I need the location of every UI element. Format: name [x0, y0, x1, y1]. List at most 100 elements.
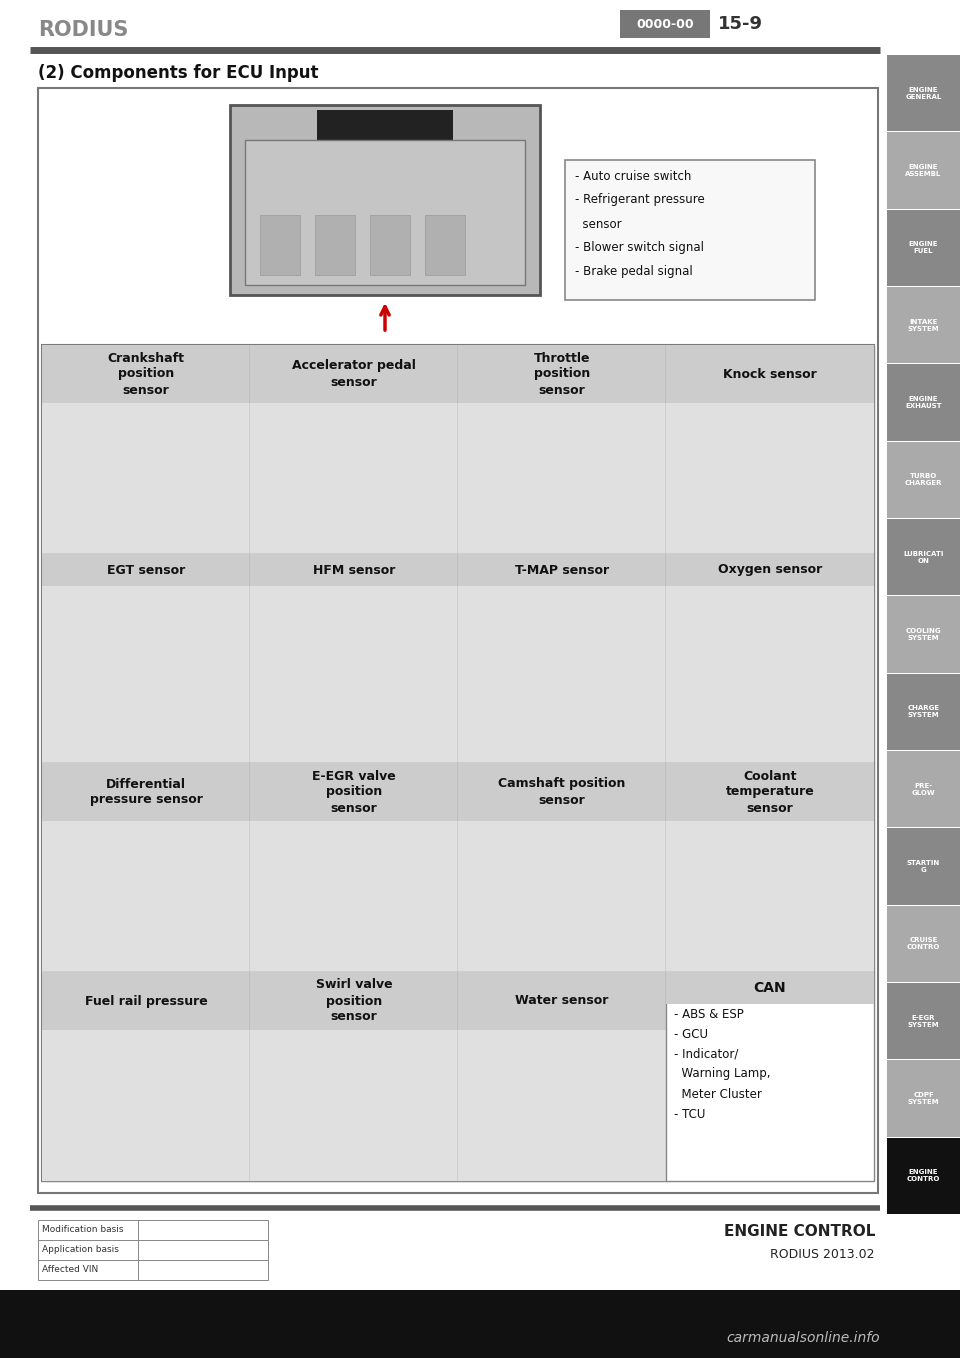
FancyBboxPatch shape	[425, 215, 465, 276]
FancyBboxPatch shape	[42, 554, 250, 587]
Text: 0000-00: 0000-00	[636, 18, 694, 30]
FancyBboxPatch shape	[887, 441, 960, 517]
Text: PRE-
GLOW: PRE- GLOW	[912, 782, 935, 796]
FancyBboxPatch shape	[250, 403, 458, 554]
FancyBboxPatch shape	[250, 972, 458, 1181]
FancyBboxPatch shape	[887, 674, 960, 750]
Text: ENGINE
FUEL: ENGINE FUEL	[909, 242, 938, 254]
Text: CDPF
SYSTEM: CDPF SYSTEM	[908, 1092, 939, 1105]
Text: E-EGR
SYSTEM: E-EGR SYSTEM	[908, 1014, 939, 1028]
Text: Fuel rail pressure: Fuel rail pressure	[84, 994, 207, 1008]
FancyBboxPatch shape	[458, 822, 666, 972]
Text: RODIUS: RODIUS	[38, 20, 129, 39]
Text: Differential
pressure sensor: Differential pressure sensor	[89, 778, 203, 807]
Text: ENGINE CONTROL: ENGINE CONTROL	[724, 1225, 875, 1240]
Text: STARTIN
G: STARTIN G	[907, 860, 940, 873]
FancyBboxPatch shape	[230, 105, 540, 295]
FancyBboxPatch shape	[42, 972, 250, 1181]
Text: CAN: CAN	[754, 980, 786, 995]
FancyBboxPatch shape	[42, 763, 250, 972]
FancyBboxPatch shape	[245, 140, 525, 285]
FancyBboxPatch shape	[42, 345, 250, 403]
Text: Modification basis: Modification basis	[42, 1225, 124, 1234]
Text: EGT sensor: EGT sensor	[107, 564, 185, 577]
FancyBboxPatch shape	[666, 403, 874, 554]
Text: - TCU: - TCU	[674, 1108, 706, 1120]
FancyBboxPatch shape	[666, 587, 874, 763]
FancyBboxPatch shape	[666, 345, 874, 554]
FancyBboxPatch shape	[250, 972, 458, 1029]
Text: carmanualsonline.info: carmanualsonline.info	[727, 1331, 880, 1344]
FancyBboxPatch shape	[666, 554, 874, 587]
FancyBboxPatch shape	[250, 554, 458, 763]
FancyBboxPatch shape	[666, 972, 874, 1004]
Text: HFM sensor: HFM sensor	[313, 564, 396, 577]
FancyBboxPatch shape	[887, 906, 960, 982]
Text: Throttle
position
sensor: Throttle position sensor	[534, 352, 590, 397]
Text: ENGINE
ASSEMBL: ENGINE ASSEMBL	[905, 164, 942, 177]
Text: - Blower switch signal: - Blower switch signal	[575, 242, 704, 254]
FancyBboxPatch shape	[458, 972, 666, 1181]
FancyBboxPatch shape	[458, 972, 666, 1029]
FancyBboxPatch shape	[38, 1219, 268, 1240]
FancyBboxPatch shape	[458, 554, 666, 763]
Text: - Brake pedal signal: - Brake pedal signal	[575, 266, 693, 278]
Text: - GCU: - GCU	[674, 1028, 708, 1040]
Text: sensor: sensor	[575, 217, 622, 231]
FancyBboxPatch shape	[260, 215, 300, 276]
FancyBboxPatch shape	[458, 345, 666, 554]
Text: Meter Cluster: Meter Cluster	[674, 1088, 762, 1100]
FancyBboxPatch shape	[42, 587, 250, 763]
FancyBboxPatch shape	[666, 822, 874, 972]
FancyBboxPatch shape	[0, 1290, 960, 1358]
FancyBboxPatch shape	[42, 972, 250, 1029]
Text: - ABS & ESP: - ABS & ESP	[674, 1008, 744, 1020]
FancyBboxPatch shape	[250, 1029, 458, 1181]
FancyBboxPatch shape	[666, 554, 874, 763]
FancyBboxPatch shape	[42, 1029, 250, 1181]
FancyBboxPatch shape	[887, 364, 960, 440]
FancyBboxPatch shape	[887, 519, 960, 595]
FancyBboxPatch shape	[38, 88, 878, 1192]
FancyBboxPatch shape	[458, 763, 666, 972]
FancyBboxPatch shape	[458, 587, 666, 763]
Text: Oxygen sensor: Oxygen sensor	[718, 564, 822, 577]
FancyBboxPatch shape	[458, 345, 666, 403]
FancyBboxPatch shape	[42, 554, 250, 763]
FancyBboxPatch shape	[887, 1061, 960, 1137]
FancyBboxPatch shape	[38, 1260, 268, 1281]
Text: Swirl valve
position
sensor: Swirl valve position sensor	[316, 979, 393, 1024]
FancyBboxPatch shape	[666, 345, 874, 403]
FancyBboxPatch shape	[42, 345, 250, 554]
FancyBboxPatch shape	[887, 596, 960, 672]
Text: LUBRICATI
ON: LUBRICATI ON	[903, 550, 944, 564]
Text: 15-9: 15-9	[718, 15, 763, 33]
FancyBboxPatch shape	[42, 763, 250, 822]
FancyBboxPatch shape	[315, 215, 355, 276]
FancyBboxPatch shape	[250, 554, 458, 587]
Text: - Indicator/: - Indicator/	[674, 1047, 738, 1061]
FancyBboxPatch shape	[666, 763, 874, 822]
FancyBboxPatch shape	[250, 345, 458, 554]
FancyBboxPatch shape	[887, 828, 960, 904]
Text: Coolant
temperature
sensor: Coolant temperature sensor	[726, 770, 814, 815]
Text: Water sensor: Water sensor	[516, 994, 609, 1008]
Text: CRUISE
CONTRO: CRUISE CONTRO	[907, 937, 940, 951]
FancyBboxPatch shape	[42, 403, 250, 554]
Text: TURBO
CHARGER: TURBO CHARGER	[904, 474, 943, 486]
FancyBboxPatch shape	[458, 763, 666, 822]
FancyBboxPatch shape	[666, 972, 874, 1181]
Text: - Auto cruise switch: - Auto cruise switch	[575, 170, 691, 182]
FancyBboxPatch shape	[42, 345, 874, 1181]
Text: CHARGE
SYSTEM: CHARGE SYSTEM	[907, 705, 940, 718]
Text: ENGINE
CONTRO: ENGINE CONTRO	[907, 1169, 940, 1183]
Text: Warning Lamp,: Warning Lamp,	[674, 1067, 771, 1081]
FancyBboxPatch shape	[887, 287, 960, 364]
FancyBboxPatch shape	[620, 10, 710, 38]
FancyBboxPatch shape	[42, 822, 250, 972]
FancyBboxPatch shape	[458, 1029, 666, 1181]
FancyBboxPatch shape	[250, 763, 458, 972]
Text: E-EGR valve
position
sensor: E-EGR valve position sensor	[312, 770, 396, 815]
Text: ENGINE
EXHAUST: ENGINE EXHAUST	[905, 397, 942, 409]
FancyBboxPatch shape	[887, 132, 960, 209]
